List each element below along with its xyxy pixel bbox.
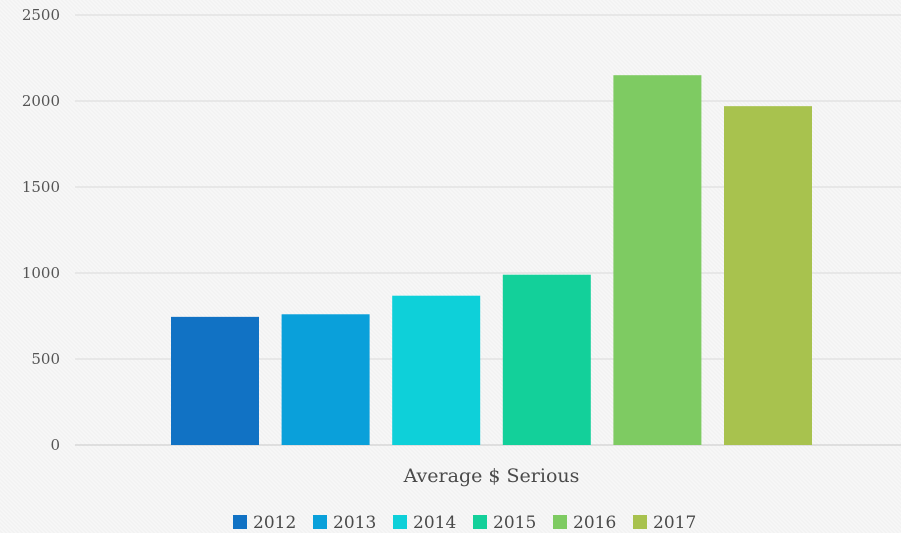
legend-swatch	[473, 515, 487, 529]
y-tick-label: 1500	[22, 178, 60, 196]
legend-label: 2015	[493, 513, 536, 533]
legend-label: 2014	[413, 513, 456, 533]
bar-2017	[724, 106, 812, 445]
legend-label: 2016	[573, 513, 616, 533]
category-label: Average $ Serious	[403, 465, 580, 487]
y-tick-label: 1000	[22, 264, 60, 282]
legend-swatch	[313, 515, 327, 529]
y-axis-ticks: 0 500 1000 1500 2000 2500	[22, 6, 60, 454]
legend-item-2016: 2016	[553, 513, 616, 533]
legend-item-2013: 2013	[313, 513, 376, 533]
legend-label: 2012	[253, 513, 296, 533]
legend-label: 2017	[653, 513, 696, 533]
y-tick-label: 2500	[22, 6, 60, 24]
bar-2012	[171, 316, 259, 445]
legend-item-2015: 2015	[473, 513, 536, 533]
y-tick-label: 0	[50, 436, 60, 454]
bar-2016	[613, 75, 702, 445]
legend-item-2014: 2014	[393, 513, 456, 533]
legend-item-2012: 2012	[233, 513, 296, 533]
bar-2013	[281, 314, 370, 445]
legend-swatch	[553, 515, 567, 529]
y-tick-label: 2000	[22, 92, 60, 110]
legend-swatch	[633, 515, 647, 529]
legend-label: 2013	[333, 513, 376, 533]
legend-swatch	[233, 515, 247, 529]
bar-2015	[502, 274, 591, 445]
y-tick-label: 500	[31, 350, 60, 368]
bars	[171, 75, 812, 445]
legend: 2012 2013 2014 2015 2016 2017	[233, 513, 696, 533]
legend-swatch	[393, 515, 407, 529]
bar-2014	[392, 295, 481, 445]
legend-item-2017: 2017	[633, 513, 696, 533]
